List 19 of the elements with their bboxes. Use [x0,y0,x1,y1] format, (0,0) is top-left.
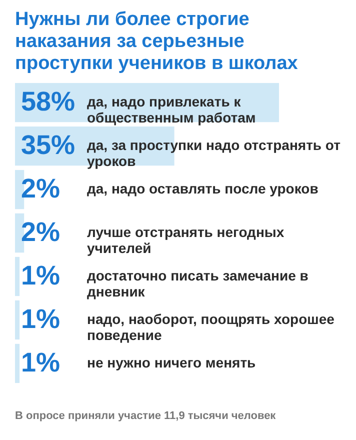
y-tick-label: да, надо привлекать к общественным работам [87,94,256,126]
data-label: 1% [21,304,60,334]
bar [15,256,20,296]
bar [15,344,20,383]
y-tick-label: достаточно писать замечание в дневник [87,267,309,300]
y-tick-label: да, за проступки надо отстранять от уроков [87,137,341,170]
y-tick-label: не нужно ничего менять [87,354,256,370]
y-tick-label: да, надо оставлять после уроков [87,180,319,197]
data-label: 2% [21,174,60,204]
text: В опросе приняли участие 11,9 тысячи человек [15,410,276,422]
data-label: 1% [21,347,60,378]
bar [15,300,20,340]
data-label: 35% [21,130,76,160]
data-label: 58% [21,86,76,117]
y-tick-label: лучше отстранять негодных учителей [87,224,284,256]
chart-title: Нужны ли более строгие наказания за серьезные проступки учеников в школах [15,9,298,74]
data-label: 2% [21,217,60,247]
y-tick-label: надо, наоборот, поощрять хорошее поведение [87,310,335,343]
data-label: 1% [21,260,60,290]
